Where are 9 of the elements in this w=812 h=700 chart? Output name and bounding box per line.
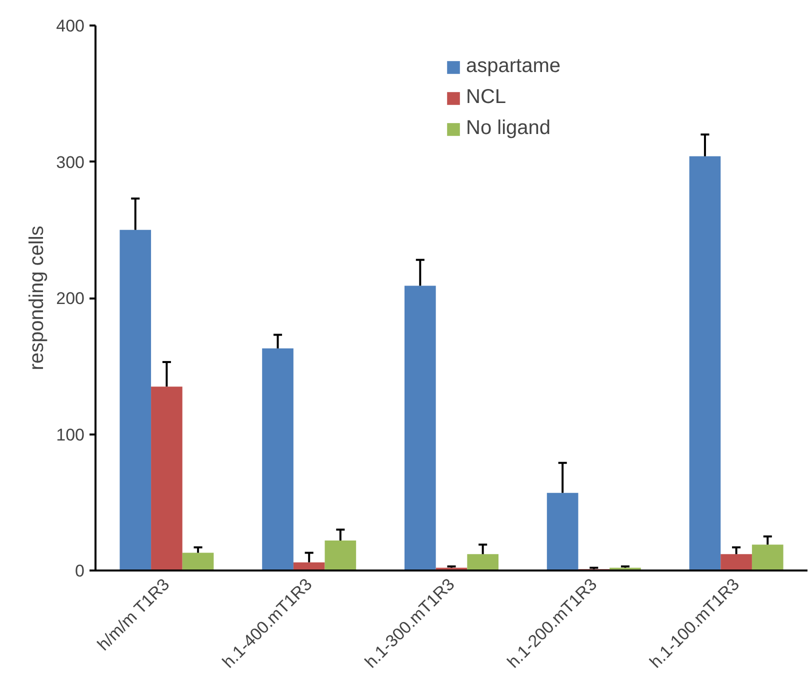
legend-label: NCL: [466, 86, 506, 109]
legend-label: aspartame: [466, 55, 560, 78]
y-tick-label: 0: [75, 562, 85, 580]
y-tick-label: 100: [56, 425, 85, 444]
y-axis-title: responding cells: [26, 226, 48, 370]
y-tick-label: 400: [56, 16, 85, 36]
y-tick-label: 300: [56, 152, 85, 172]
legend-label: No ligand: [466, 117, 551, 140]
y-tick-label: 200: [56, 289, 85, 308]
